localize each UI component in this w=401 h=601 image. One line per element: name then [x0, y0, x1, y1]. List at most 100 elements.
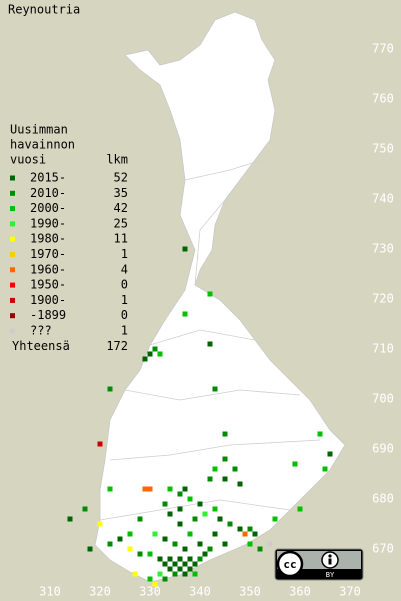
observation-square [212, 531, 218, 537]
observation-square [107, 541, 113, 547]
observation-square [187, 566, 193, 572]
legend-swatch [10, 282, 15, 288]
observation-square [192, 561, 198, 567]
observation-square [117, 536, 123, 542]
observation-square [292, 461, 298, 467]
observation-square [142, 356, 148, 362]
legend-title: havainnon [10, 138, 75, 152]
observation-square [182, 246, 188, 252]
total-count: 172 [106, 339, 128, 353]
observation-square [197, 556, 203, 562]
legend-count: 11 [114, 232, 128, 246]
observation-square [127, 546, 133, 552]
observation-square [162, 536, 168, 542]
legend-label: 1950- [30, 278, 66, 292]
x-tick-label: 360 [289, 585, 311, 599]
observation-square [317, 431, 323, 437]
observation-square [67, 516, 73, 522]
observation-square [247, 526, 253, 532]
observation-square [182, 486, 188, 492]
observation-square [172, 571, 178, 577]
legend-count: 0 [121, 278, 128, 292]
observation-square [177, 566, 183, 572]
by-icon-head [328, 554, 332, 558]
observation-square [182, 546, 188, 552]
x-tick-label: 340 [189, 585, 211, 599]
observation-square [152, 531, 158, 537]
observation-square [82, 506, 88, 512]
observation-square [177, 506, 183, 512]
y-tick-label: 670 [372, 542, 394, 556]
observation-square [137, 516, 143, 522]
observation-square [162, 501, 168, 507]
license-badge: cc BY [274, 548, 364, 581]
legend-swatch [10, 190, 15, 196]
observation-square [237, 526, 243, 532]
observation-square [107, 486, 113, 492]
y-tick-label: 700 [372, 392, 394, 406]
observation-square [237, 481, 243, 487]
observation-square [327, 451, 333, 457]
legend-swatch [10, 328, 15, 334]
legend-label: 1900- [30, 293, 66, 307]
count-header: lkm [106, 153, 128, 167]
license-label: BY [326, 571, 335, 579]
legend-count: 25 [114, 216, 128, 230]
observation-square [172, 541, 178, 547]
observation-square [192, 571, 198, 577]
observation-square [212, 386, 218, 392]
legend-count: 42 [114, 201, 128, 215]
total-label: Yhteensä [12, 339, 70, 353]
legend-title: vuosi [10, 153, 46, 167]
observation-square [187, 556, 193, 562]
observation-square [207, 341, 213, 347]
observation-square [197, 501, 203, 507]
region-borders [99, 159, 321, 521]
observation-square [197, 541, 203, 547]
legend-swatch [10, 206, 15, 212]
legend-count: 52 [114, 171, 128, 185]
y-tick-label: 730 [372, 242, 394, 256]
observation-square [167, 486, 173, 492]
legend-label: 2000- [30, 201, 66, 215]
legend-swatch [10, 313, 15, 319]
observation-square [142, 486, 148, 492]
observation-square [157, 351, 163, 357]
observation-square [157, 556, 163, 562]
observation-square [222, 541, 228, 547]
observation-square [202, 551, 208, 557]
observation-square [247, 541, 253, 547]
observation-square [222, 476, 228, 482]
x-tick-label: 320 [89, 585, 111, 599]
observation-square [157, 571, 163, 577]
cc-icon: cc [283, 558, 296, 571]
observation-square [202, 511, 208, 517]
observation-square [242, 531, 248, 537]
y-tick-label: 710 [372, 342, 394, 356]
observation-square [147, 351, 153, 357]
observation-square [187, 496, 193, 502]
observation-square [297, 506, 303, 512]
observation-square [177, 521, 183, 527]
x-tick-label: 330 [139, 585, 161, 599]
legend-swatch [10, 175, 15, 181]
map-title: Reynoutria [8, 3, 80, 17]
by-icon-body [328, 558, 332, 565]
legend-count: 1 [121, 247, 128, 261]
finland-outline [94, 11, 346, 583]
observation-square [167, 566, 173, 572]
observation-square [147, 551, 153, 557]
observation-square [162, 561, 168, 567]
legend-count: 4 [121, 262, 128, 276]
observation-square [227, 521, 233, 527]
observation-square [207, 291, 213, 297]
observation-square [207, 476, 213, 482]
y-tick-label: 770 [372, 42, 394, 56]
observation-square [162, 576, 168, 582]
observation-square [152, 346, 158, 352]
observation-square [87, 546, 93, 552]
x-tick-label: 310 [39, 585, 61, 599]
legend-label: 2015- [30, 171, 66, 185]
observation-square [272, 516, 278, 522]
legend-swatch [10, 221, 15, 227]
